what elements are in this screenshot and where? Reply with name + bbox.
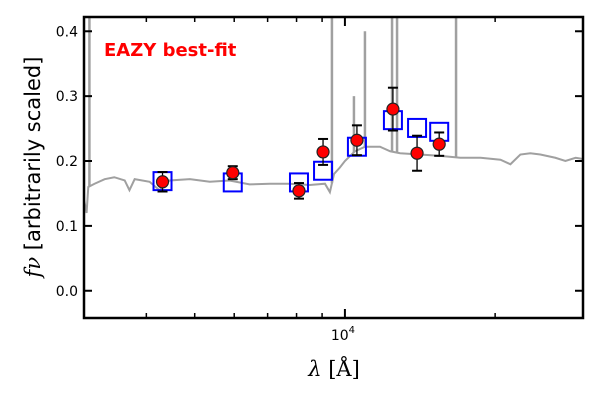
x-axis-symbol: λ — [307, 357, 321, 381]
observed-point — [410, 146, 424, 160]
y-tick-label: 0.1 — [56, 219, 78, 235]
plot-frame — [82, 15, 585, 320]
y-axis-label: fν [arbitrarily scaled] — [21, 57, 45, 280]
x-axis-label: λ [Å] — [307, 356, 360, 381]
observed-point — [432, 137, 446, 151]
observed-point — [350, 133, 364, 147]
observed-point — [316, 145, 330, 159]
observed-point — [292, 184, 306, 198]
y-tick-label: 0.4 — [56, 24, 78, 40]
model-square — [407, 117, 428, 138]
observed-point — [226, 166, 240, 180]
annotation-eazy-best-fit: EAZY best-fit — [104, 40, 237, 61]
x-tick-label: 104 — [331, 325, 355, 344]
x-axis-unit: [Å] — [328, 356, 360, 381]
y-axis-symbol: fν — [21, 257, 45, 280]
y-tick-label: 0.2 — [56, 154, 78, 170]
y-tick-label: 0.3 — [56, 89, 78, 105]
axis-ticks: 0.0 0.1 0.2 0.3 0.4 104 — [56, 17, 583, 344]
observed-point — [155, 175, 170, 189]
y-axis-text: [arbitrarily scaled] — [21, 57, 45, 251]
y-tick-label: 0.0 — [56, 284, 78, 300]
observed-point — [386, 102, 400, 116]
photometry-marks — [152, 86, 450, 200]
